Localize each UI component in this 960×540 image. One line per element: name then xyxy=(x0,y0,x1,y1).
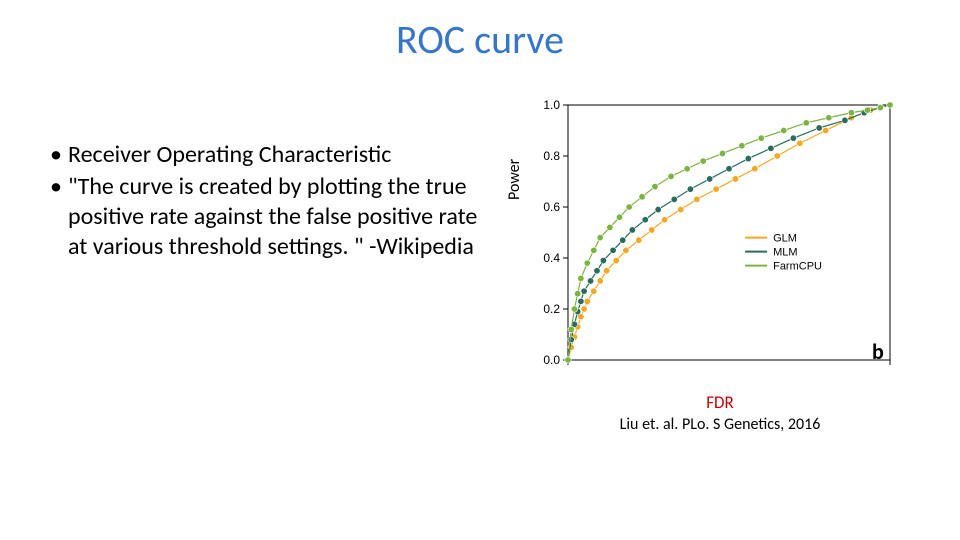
svg-text:0.8: 0.8 xyxy=(543,149,560,163)
bullet-text: Receiver Operating Characteristic xyxy=(68,140,490,170)
page-title: ROC curve xyxy=(0,15,960,64)
svg-text:FarmCPU: FarmCPU xyxy=(773,261,822,273)
bullet-list: • Receiver Operating Characteristic • "T… xyxy=(50,140,490,264)
slide: ROC curve • Receiver Operating Character… xyxy=(0,0,960,540)
svg-text:1.0: 1.0 xyxy=(543,98,560,112)
svg-text:0.6: 0.6 xyxy=(543,200,560,214)
list-item: • Receiver Operating Characteristic xyxy=(50,140,490,170)
bullet-text: "The curve is created by plotting the tr… xyxy=(68,172,490,262)
svg-text:GLM: GLM xyxy=(773,233,797,245)
list-item: • "The curve is created by plotting the … xyxy=(50,172,490,262)
chart-svg: 0.0 0.2 0.4 0.6 0.8 1.0 GLM MLM FarmCPU xyxy=(520,95,920,385)
svg-text:MLM: MLM xyxy=(773,247,797,259)
bullet-dot: • xyxy=(50,140,68,170)
svg-text:0.4: 0.4 xyxy=(543,251,560,265)
roc-chart: 0.0 0.2 0.4 0.6 0.8 1.0 GLM MLM FarmCPU xyxy=(520,95,920,385)
x-axis-label: FDR xyxy=(520,392,920,413)
panel-label: b xyxy=(872,338,884,365)
svg-text:0.2: 0.2 xyxy=(543,302,560,316)
svg-text:0.0: 0.0 xyxy=(543,353,560,367)
citation-text: Liu et. al. PLo. S Genetics, 2016 xyxy=(520,415,920,434)
bullet-dot: • xyxy=(50,172,68,262)
